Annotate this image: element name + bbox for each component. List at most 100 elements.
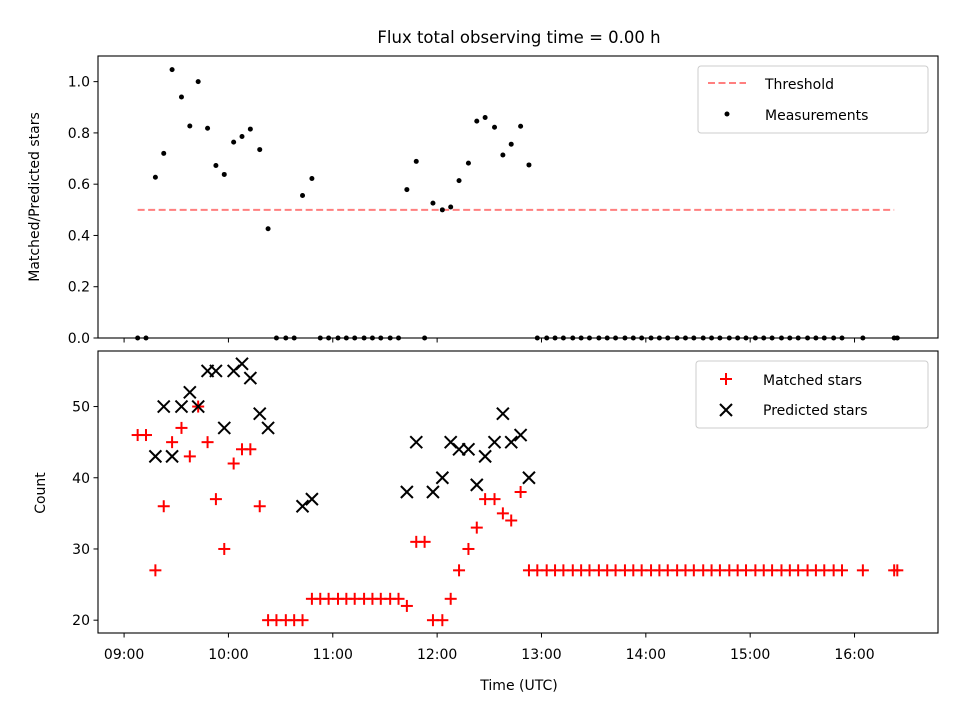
top-y-ticks: 0.0 0.2 0.4 0.6 0.8 1.0 [68,75,98,347]
bottom-y-tick-label: 20 [72,613,90,629]
predicted-star-point [243,371,258,385]
measurement-point [187,123,193,129]
matched-star-point [157,500,170,513]
top-y-tick-label: 0.8 [68,126,90,142]
matched-star-point [201,436,214,449]
predicted-star-point [174,399,189,414]
x-tick-label: 16:00 [834,647,874,663]
matched-star-point [140,429,152,442]
measurement-point [152,174,158,180]
matched-star-point [462,542,475,555]
measurement-point [518,123,524,129]
top-y-tick-label: 0.4 [68,228,90,244]
predicted-star-point [217,421,231,435]
top-y-tick-label: 0.0 [68,331,90,347]
measurement-point [465,160,471,166]
predicted-star-point [409,435,423,449]
measurement-point [456,178,462,184]
top-x-ticks [123,338,856,343]
measurement-point [439,207,445,213]
measurement-point [161,150,167,156]
measurement-point [500,152,506,158]
matched-star-point [253,500,266,513]
x-tick-label: 09:00 [104,647,144,663]
matched-star-point [856,564,869,577]
measurement-point [508,141,514,147]
bottom-legend: Matched stars Predicted stars [695,360,929,429]
bottom-axes-frame [97,350,939,634]
matched-star-point [209,493,222,506]
top-y-tick-label: 0.2 [68,280,90,296]
predicted-star-point [305,492,319,506]
predicted-star-point [165,449,179,464]
measurement-point [257,147,263,153]
matched-star-point [400,599,413,612]
measurement-point [169,67,175,73]
predicted-star-point [426,485,440,499]
measurements-legend-swatch [724,111,730,117]
x-tick-label: 13:00 [521,647,561,663]
measurement-point [474,118,480,124]
threshold-legend-label: Threshold [764,77,834,93]
measurement-point [482,115,488,121]
matched-star-point [505,514,518,527]
predicted-star-point [470,478,484,492]
bottom-y-tick-label: 30 [72,542,90,558]
matched-legend-label: Matched stars [763,373,862,389]
matched-legend-swatch [720,373,732,385]
measurement-point [430,200,436,206]
measurement-point [404,187,410,193]
chart-title: Flux total observing time = 0.00 h [377,28,660,47]
bottom-x-ticks: 09:00 10:00 11:00 12:00 13:00 14:00 15:00 16:00 [104,633,875,663]
top-axes-frame [97,55,939,339]
predicted-star-point [504,435,518,449]
predicted-star-point [157,399,171,414]
measurement-point [213,162,219,168]
predicted-star-point [522,471,536,485]
measurement-point [221,171,227,177]
predicted-star-point [461,442,476,456]
x-tick-label: 14:00 [626,647,666,663]
predicted-star-point [478,449,492,464]
measurement-point [178,94,184,100]
predicted-star-point [209,364,223,378]
matched-star-point [488,493,501,506]
matched-star-point [244,443,257,456]
predicted-star-point [261,421,275,435]
matched-star-point [183,450,196,463]
matched-star-point [227,457,240,470]
measurement-point [231,139,237,145]
matched-star-point [175,421,188,434]
top-y-axis-label: Matched/Predicted stars [27,112,43,282]
predicted-legend-label: Predicted stars [763,403,868,419]
matched-star-point [218,542,231,555]
matched-star-point [891,564,904,577]
matched-star-point [392,592,405,605]
matched-star-point [166,436,179,449]
predicted-star-point [148,449,163,464]
top-legend: Threshold Measurements [697,65,929,134]
matched-star-point [444,592,457,605]
bottom-y-tick-label: 50 [72,400,90,416]
predicted-star-point [400,485,414,499]
predicted-star-point [235,357,249,371]
predicted-star-point [191,399,205,414]
predicted-star-point [435,471,450,485]
predicted-legend-swatch [719,403,733,417]
predicted-star-point [487,435,502,449]
x-tick-label: 12:00 [417,647,457,663]
measurement-point [492,124,498,130]
x-tick-label: 11:00 [313,647,353,663]
x-tick-label: 15:00 [730,647,770,663]
matched-star-point [296,614,309,627]
matched-star-point [836,564,848,577]
measurement-point [300,192,306,198]
bottom-y-axis-label: Count [33,472,49,514]
matched-star-point [470,521,483,534]
measurements-legend-label: Measurements [765,108,868,124]
bottom-legend-box [695,360,929,429]
top-legend-box [697,65,929,134]
matched-star-point [496,507,509,520]
matched-star-point [436,614,449,627]
